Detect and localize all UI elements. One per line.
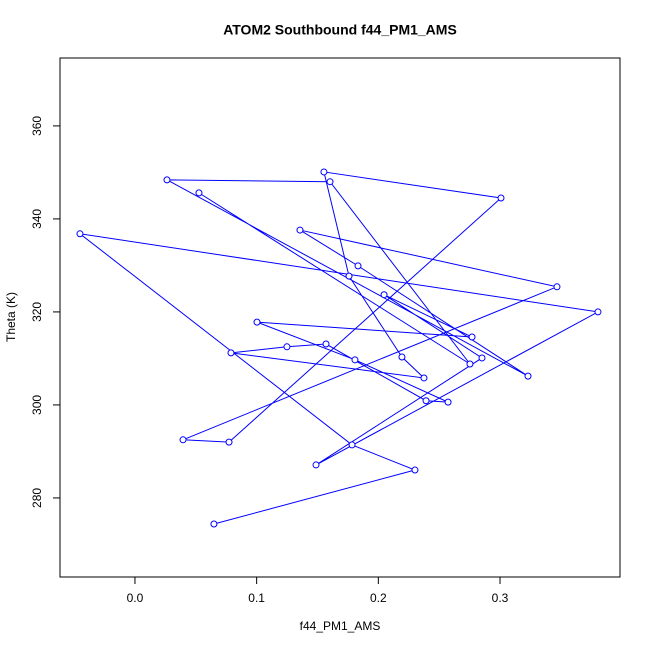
y-tick-label: 300	[30, 395, 44, 415]
data-point	[497, 194, 505, 202]
data-point	[553, 283, 561, 291]
data-point	[345, 272, 353, 280]
y-tick-label: 320	[30, 302, 44, 322]
data-point	[411, 466, 419, 474]
data-point	[420, 374, 428, 382]
data-point	[195, 189, 203, 197]
x-tick-label: 0.3	[492, 591, 509, 605]
data-point	[322, 340, 330, 348]
data-point	[466, 360, 474, 368]
data-point	[468, 333, 476, 341]
plot-frame	[59, 57, 621, 578]
data-point	[524, 372, 532, 380]
data-point	[163, 176, 171, 184]
data-point	[225, 438, 233, 446]
data-point	[210, 520, 218, 528]
y-axis-label: Theta (K)	[4, 292, 18, 342]
data-point	[227, 349, 235, 357]
data-point	[398, 353, 406, 361]
data-point	[320, 168, 328, 176]
data-point	[444, 398, 452, 406]
x-tick-label: 0.0	[127, 591, 144, 605]
y-tick-label: 340	[30, 209, 44, 229]
data-line	[78, 171, 600, 525]
data-point	[354, 262, 362, 270]
data-point	[594, 308, 602, 316]
data-point	[253, 318, 261, 326]
data-point	[179, 436, 187, 444]
data-point	[348, 441, 356, 449]
data-point	[76, 230, 84, 238]
data-point	[380, 291, 388, 299]
data-point	[296, 226, 304, 234]
data-point	[326, 178, 334, 186]
y-tick-label: 280	[30, 488, 44, 508]
data-point	[478, 354, 486, 362]
x-tick-label: 0.2	[370, 591, 387, 605]
x-tick-label: 0.1	[248, 591, 265, 605]
y-tick-label: 360	[30, 116, 44, 136]
x-axis-label: f44_PM1_AMS	[300, 619, 381, 633]
data-point	[422, 397, 430, 405]
chart-title: ATOM2 Southbound f44_PM1_AMS	[223, 22, 457, 38]
data-point	[351, 356, 359, 364]
data-point	[312, 461, 320, 469]
data-point	[283, 343, 291, 351]
